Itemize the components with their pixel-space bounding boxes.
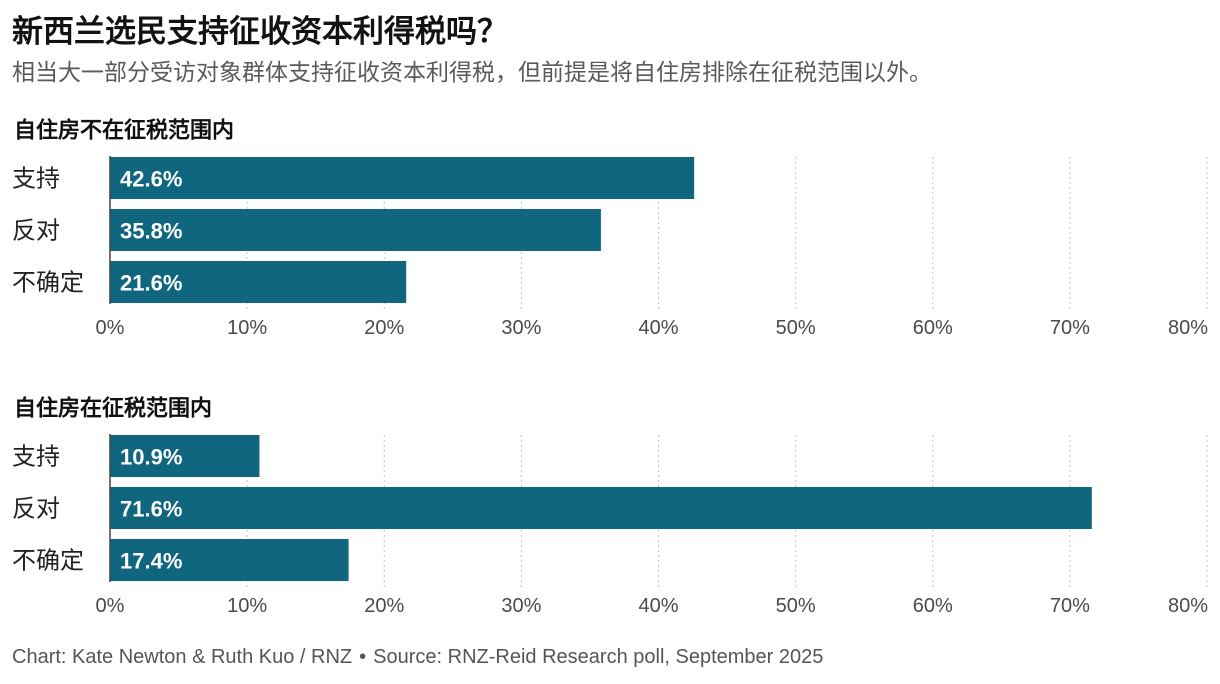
x-tick-label: 40% [638,317,678,339]
x-tick-label: 60% [913,595,953,617]
value-label: 42.6% [120,167,182,192]
category-label: 支持 [12,444,60,471]
x-tick-label: 0% [96,317,125,339]
x-tick-label: 80% [1168,595,1208,617]
value-label: 17.4% [120,549,182,574]
footer: Chart: Kate Newton & Ruth Kuo / RNZ • Sour… [12,645,823,669]
value-label: 35.8% [120,219,182,244]
x-tick-label: 20% [364,317,404,339]
x-tick-label: 60% [913,317,953,339]
chart-credit: Chart: Kate Newton & Ruth Kuo / RNZ [12,646,353,668]
value-label: 71.6% [120,497,182,522]
x-tick-label: 70% [1050,595,1090,617]
category-label: 不确定 [12,548,84,575]
bar [110,261,407,303]
x-tick-label: 70% [1050,317,1090,339]
page-subtitle: 相当大一部分受访对象群体支持征收资本利得税，但前提是将自住房排除在征税范围以外。 [12,59,932,85]
x-tick-label: 80% [1168,317,1208,339]
chart-title: 自住房不在征税范围内 [14,118,234,143]
bar [110,435,260,477]
x-tick-label: 10% [227,317,267,339]
value-label: 10.9% [120,445,182,470]
x-tick-label: 0% [96,595,125,617]
x-tick-label: 50% [776,595,816,617]
x-tick-label: 30% [501,595,541,617]
bar [110,157,695,199]
chart-title: 自住房在征税范围内 [14,396,212,421]
category-label: 支持 [12,166,60,193]
x-tick-label: 30% [501,317,541,339]
footer-separator: • [359,646,367,668]
value-label: 21.6% [120,271,182,296]
bar [110,539,349,581]
x-tick-label: 10% [227,595,267,617]
page-title: 新西兰选民支持征收资本利得税吗？ [12,14,508,49]
bar [110,209,601,251]
source-note: Source: RNZ-Reid Research poll, Septembe… [373,646,824,668]
x-tick-label: 20% [364,595,404,617]
x-tick-label: 40% [638,595,678,617]
x-tick-label: 50% [776,317,816,339]
category-label: 反对 [12,496,60,523]
category-label: 不确定 [12,270,84,297]
bar [110,487,1092,529]
category-label: 反对 [12,218,60,245]
